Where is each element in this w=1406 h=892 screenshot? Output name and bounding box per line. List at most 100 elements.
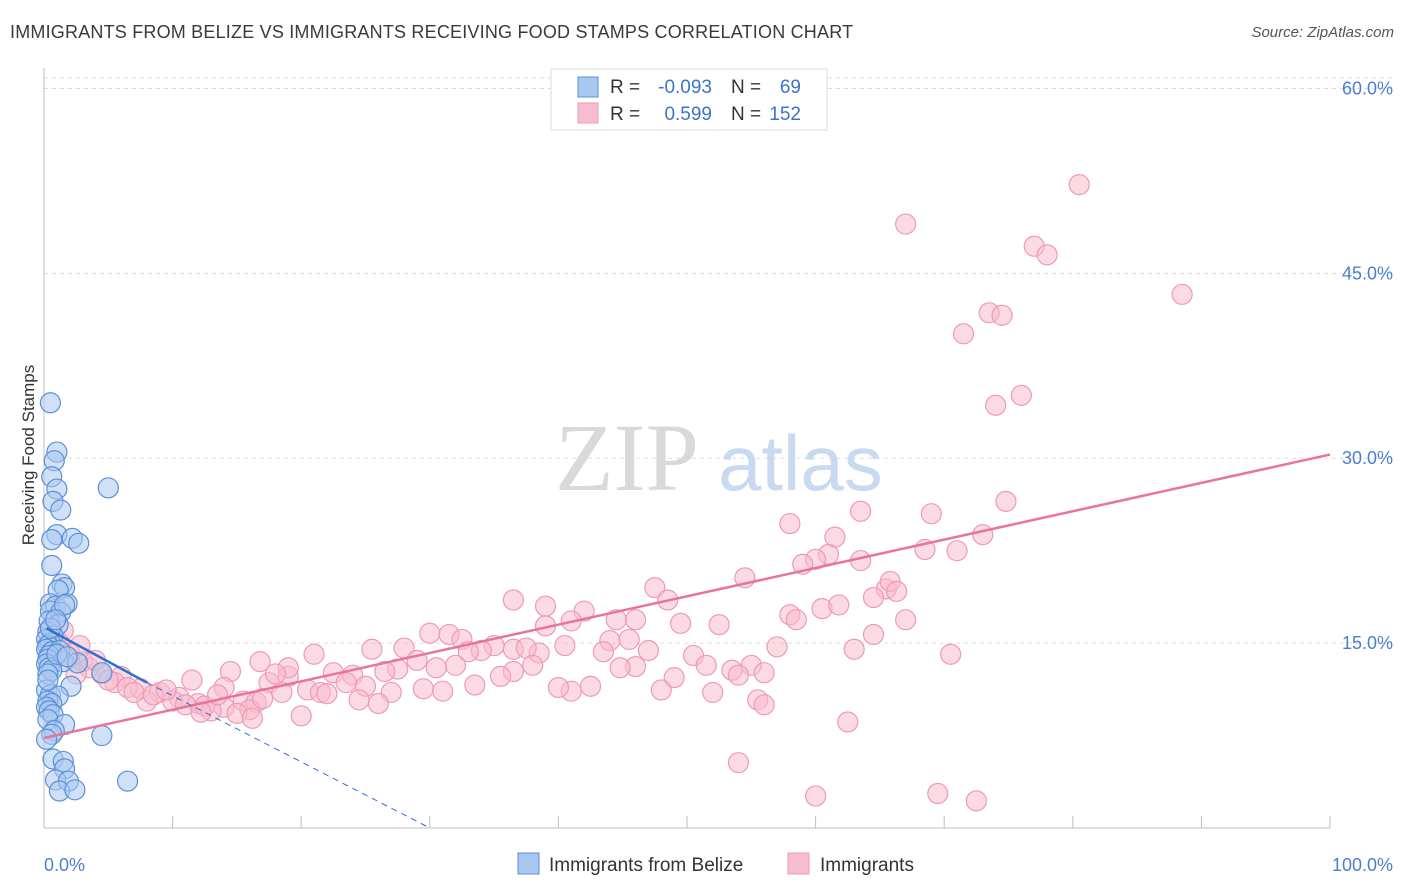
data-point	[1010, 384, 1032, 406]
data-point	[348, 689, 370, 711]
legend-r-label-2: R =	[610, 104, 640, 125]
data-point	[995, 490, 1017, 512]
data-point	[837, 711, 859, 733]
y-tick-label: 30.0%	[1342, 448, 1393, 468]
data-point	[56, 646, 78, 668]
data-point	[624, 609, 647, 631]
data-point	[419, 622, 441, 644]
data-point	[39, 392, 62, 414]
data-point	[116, 770, 139, 792]
data-point	[895, 213, 917, 235]
data-point	[412, 678, 434, 700]
watermark-atlas: atlas	[718, 419, 883, 507]
x-tick-labels: 0.0% 100.0%	[44, 855, 1393, 875]
data-point	[862, 586, 885, 609]
legend-swatch-blue	[577, 76, 599, 98]
data-point	[920, 503, 942, 525]
grid-lines	[44, 77, 1394, 644]
data-point	[609, 657, 631, 679]
belize-trend-extension	[146, 682, 431, 829]
data-point	[985, 394, 1007, 416]
data-point	[264, 663, 287, 685]
legend-n-value-2: 152	[769, 104, 801, 125]
source-credit: Source: ZipAtlas.com	[1251, 24, 1394, 41]
legend-r-value-1: -0.093	[658, 77, 712, 98]
watermark-zip: ZIP	[555, 404, 699, 511]
axes	[43, 68, 1331, 829]
data-point	[335, 671, 357, 694]
correlation-legend: R = -0.093 N = 69 R = 0.599 N = 152	[550, 68, 828, 131]
data-point	[766, 636, 788, 658]
bottom-swatch-blue	[517, 852, 540, 875]
data-point	[41, 528, 63, 551]
data-point	[886, 580, 908, 602]
data-point	[1036, 244, 1058, 266]
data-point	[241, 707, 263, 729]
belize-points	[35, 392, 139, 802]
data-point	[444, 654, 467, 676]
bottom-legend-belize: Immigrants from Belize	[549, 855, 743, 876]
data-point	[190, 701, 212, 723]
data-point	[727, 664, 750, 686]
data-point	[650, 679, 672, 701]
x-tick-label: 0.0%	[44, 855, 85, 875]
data-point	[425, 657, 447, 679]
y-axis-label: Receiving Food Stamps	[19, 365, 38, 545]
data-point	[828, 594, 850, 616]
data-point	[895, 609, 917, 631]
data-point	[316, 683, 338, 705]
data-point	[123, 681, 145, 704]
data-point	[534, 595, 557, 617]
data-point	[592, 641, 615, 663]
legend-n-label-2: N =	[731, 104, 761, 125]
belize-trend-line	[45, 627, 148, 684]
data-point	[554, 634, 576, 657]
data-point	[464, 674, 486, 696]
data-point	[290, 705, 312, 727]
data-point	[946, 540, 968, 562]
data-point	[432, 680, 454, 702]
legend-r-label-1: R =	[610, 77, 640, 98]
data-point	[64, 779, 86, 801]
y-tick-labels: 15.0% 30.0% 45.0% 60.0%	[1342, 78, 1393, 653]
data-point	[1171, 283, 1193, 305]
data-point	[367, 692, 389, 715]
legend-swatch-pink	[577, 102, 599, 124]
data-point	[804, 785, 827, 807]
immigrants-trend-line	[43, 453, 1331, 740]
data-point	[35, 728, 58, 750]
data-point	[785, 609, 807, 631]
data-point	[727, 752, 750, 774]
data-point	[361, 638, 383, 660]
data-point	[547, 676, 570, 699]
data-point	[669, 612, 692, 635]
data-point	[940, 643, 962, 665]
bottom-swatch-pink	[787, 852, 810, 875]
data-point	[44, 609, 67, 631]
data-point	[91, 662, 113, 684]
data-point	[708, 614, 730, 636]
series-legend: Immigrants from Belize Immigrants	[517, 852, 914, 876]
data-point	[695, 654, 717, 676]
chart-title: IMMIGRANTS FROM BELIZE VS IMMIGRANTS REC…	[10, 22, 854, 42]
data-point	[952, 323, 975, 345]
x-tick-label: 100.0%	[1332, 855, 1393, 875]
data-point	[618, 628, 640, 651]
y-tick-label: 45.0%	[1342, 263, 1393, 283]
data-point	[91, 724, 113, 747]
legend-n-label-1: N =	[731, 77, 761, 98]
data-point	[850, 500, 872, 522]
data-point	[753, 694, 775, 716]
data-point	[972, 524, 994, 546]
data-point	[502, 589, 524, 611]
data-point	[249, 651, 271, 673]
data-point	[37, 669, 59, 691]
legend-r-value-2: 0.599	[664, 104, 712, 125]
data-point	[702, 681, 724, 704]
bottom-legend-immigrants: Immigrants	[820, 855, 914, 876]
y-tick-label: 60.0%	[1342, 78, 1393, 98]
data-point	[843, 638, 865, 660]
data-point	[303, 643, 325, 665]
data-point	[522, 654, 544, 676]
data-point	[862, 623, 885, 646]
